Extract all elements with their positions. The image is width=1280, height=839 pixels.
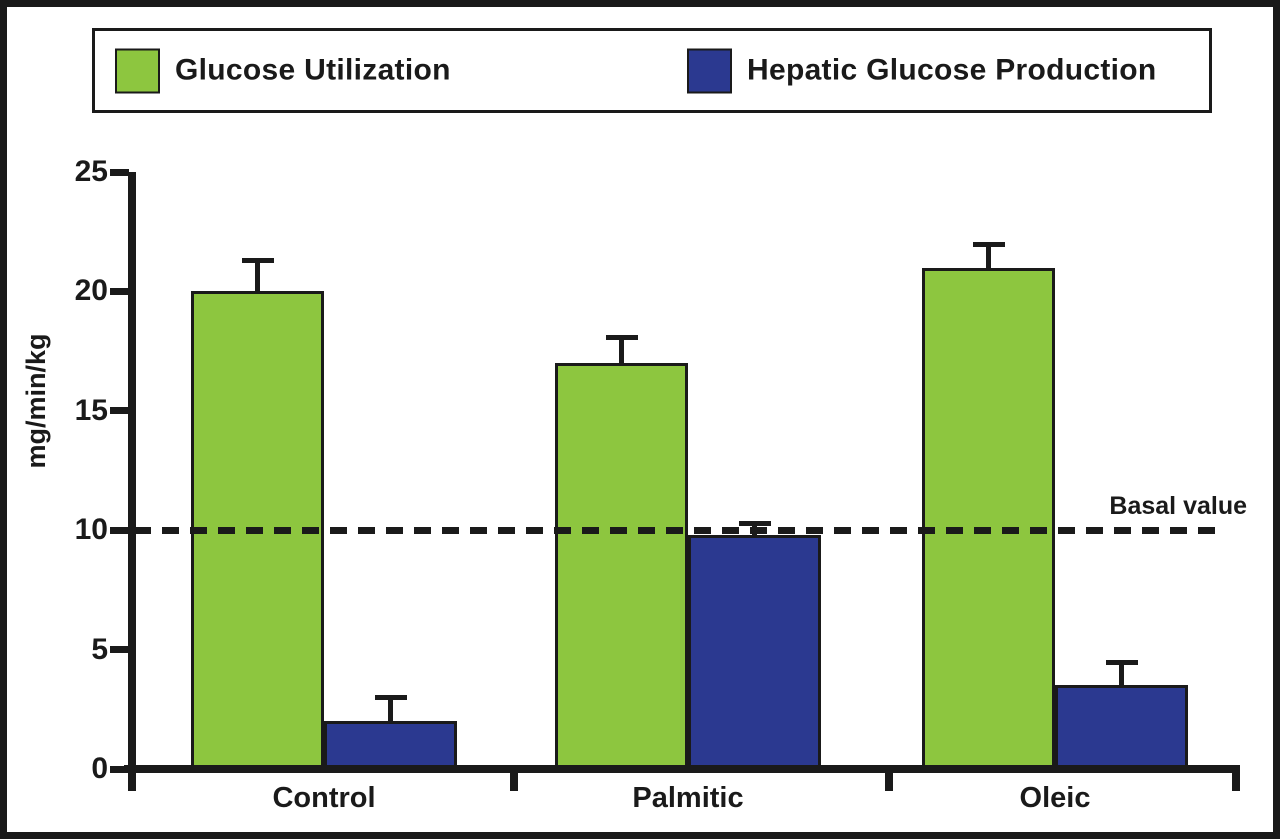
x-category-label-control: Control bbox=[272, 782, 376, 814]
y-tick-label-10: 10 bbox=[74, 513, 108, 547]
x-axis-line bbox=[124, 765, 1240, 773]
error-bar-cap-hepatic-glucose-production-control bbox=[374, 695, 407, 701]
error-bar-cap-hepatic-glucose-production-oleic bbox=[1105, 659, 1138, 665]
legend-item-glucose-utilization: Glucose Utilization bbox=[115, 48, 451, 93]
y-tick-label-0: 0 bbox=[91, 752, 108, 785]
bar-glucose-utilization-palmitic bbox=[555, 363, 688, 772]
glucose-utilization-swatch bbox=[115, 48, 160, 93]
error-bar-cap-glucose-utilization-palmitic bbox=[605, 334, 638, 340]
y-tick-5 bbox=[110, 646, 129, 654]
basal-value-line bbox=[134, 526, 1218, 534]
y-tick-15 bbox=[110, 407, 129, 415]
y-tick-label-20: 20 bbox=[74, 274, 108, 308]
y-tick-25 bbox=[110, 168, 129, 176]
legend-item-hepatic-glucose-production: Hepatic Glucose Production bbox=[687, 48, 1157, 93]
error-bar-glucose-utilization-control bbox=[255, 260, 260, 292]
y-tick-20 bbox=[110, 287, 129, 295]
error-bar-glucose-utilization-palmitic bbox=[619, 336, 624, 364]
x-axis-tick-3 bbox=[1232, 765, 1240, 791]
basal-value-label: Basal value bbox=[1109, 492, 1247, 520]
x-category-label-oleic: Oleic bbox=[1019, 782, 1091, 814]
error-bar-cap-hepatic-glucose-production-palmitic bbox=[738, 521, 771, 527]
y-tick-0 bbox=[110, 765, 129, 773]
bar-glucose-utilization-oleic bbox=[922, 267, 1055, 772]
y-tick-label-5: 5 bbox=[91, 632, 108, 666]
legend: Glucose Utilization Hepatic Glucose Prod… bbox=[92, 28, 1212, 113]
x-axis-tick-1 bbox=[510, 765, 518, 791]
error-bar-hepatic-glucose-production-oleic bbox=[1119, 661, 1124, 686]
y-axis-line bbox=[128, 172, 136, 773]
legend-label-hepatic-glucose-production: Hepatic Glucose Production bbox=[747, 53, 1157, 87]
x-axis-tick-2 bbox=[885, 765, 893, 791]
error-bar-cap-glucose-utilization-control bbox=[241, 258, 274, 264]
legend-label-glucose-utilization: Glucose Utilization bbox=[175, 53, 451, 87]
y-tick-label-15: 15 bbox=[74, 393, 108, 427]
hepatic-glucose-production-swatch bbox=[687, 48, 732, 93]
y-tick-label-25: 25 bbox=[74, 155, 108, 188]
x-category-label-palmitic: Palmitic bbox=[632, 782, 744, 814]
error-bar-hepatic-glucose-production-control bbox=[388, 697, 393, 722]
bar-hepatic-glucose-production-palmitic bbox=[688, 534, 821, 772]
error-bar-glucose-utilization-oleic bbox=[986, 243, 991, 268]
bar-hepatic-glucose-production-oleic bbox=[1055, 685, 1188, 772]
y-tick-10 bbox=[110, 526, 129, 534]
x-axis-tick-0 bbox=[128, 765, 136, 791]
error-bar-cap-glucose-utilization-oleic bbox=[972, 241, 1005, 247]
